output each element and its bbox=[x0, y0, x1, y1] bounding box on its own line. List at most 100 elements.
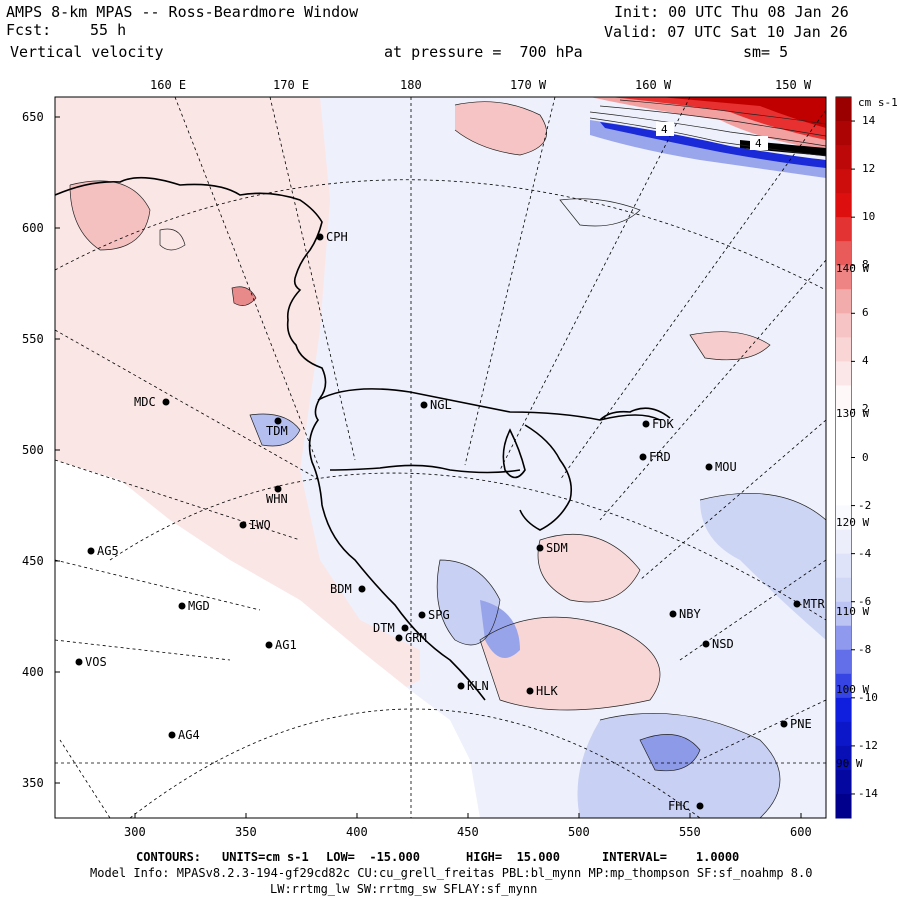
y-tick-400: 400 bbox=[22, 665, 44, 679]
station-label-fdk: FDK bbox=[652, 417, 674, 431]
station-dot-nsd bbox=[702, 640, 710, 648]
station-label-sdm: SDM bbox=[546, 541, 568, 555]
colorbar-bin bbox=[836, 241, 851, 266]
colorbar-tick-label: 2 bbox=[862, 402, 869, 416]
station-label-cph: CPH bbox=[326, 230, 348, 244]
contour-value-labels bbox=[656, 122, 768, 150]
colorbar-tick-label: -8 bbox=[858, 642, 872, 656]
station-dot-nby bbox=[669, 610, 677, 618]
colorbar-bin bbox=[836, 625, 851, 651]
station-label-kln: KLN bbox=[467, 679, 489, 693]
station-dot-hlk bbox=[526, 687, 534, 695]
station-label-mou: MOU bbox=[715, 460, 737, 474]
colorbar-bin bbox=[836, 217, 851, 242]
x-tick-500: 500 bbox=[568, 825, 590, 839]
footer-high: HIGH= 15.000 bbox=[466, 850, 560, 864]
station-label-mtr: MTR bbox=[803, 597, 825, 611]
station-label-spg: SPG bbox=[428, 608, 450, 622]
station-label-ag1: AG1 bbox=[275, 638, 297, 652]
y-tick-650: 650 bbox=[22, 110, 44, 124]
station-dot-iwo bbox=[239, 521, 247, 529]
station-label-vos: VOS bbox=[85, 655, 107, 669]
colorbar-tick-label: 10 bbox=[862, 210, 876, 224]
station-label-bdm: BDM bbox=[330, 582, 352, 596]
colorbar-tick-label: 0 bbox=[862, 450, 869, 464]
footer-model-info: Model Info: MPASv8.2.3-194-gf29cd82c CU:… bbox=[90, 866, 813, 880]
station-dot-cph bbox=[316, 233, 324, 241]
footer-contours-label: CONTOURS: bbox=[136, 850, 202, 864]
footer-low: LOW= -15.000 bbox=[326, 850, 420, 864]
contour-label: 4 bbox=[755, 137, 762, 150]
colorbar-bin bbox=[836, 577, 851, 603]
colorbar-bin bbox=[836, 553, 851, 579]
y-tick-550: 550 bbox=[22, 332, 44, 346]
station-dot-ag5 bbox=[87, 547, 95, 555]
colorbar-tick-label: 12 bbox=[862, 162, 876, 176]
lon-label-160e: 160 E bbox=[150, 78, 187, 92]
colorbar bbox=[835, 96, 855, 819]
station-dot-spg bbox=[418, 611, 426, 619]
colorbar-bin bbox=[836, 697, 851, 723]
colorbar-tick-label: 4 bbox=[862, 354, 869, 368]
footer-model-info-2: LW:rrtmg_lw SW:rrtmg_sw SFLAY:sf_mynn bbox=[270, 882, 538, 896]
station-dot-mdc bbox=[162, 398, 170, 406]
colorbar-bin bbox=[836, 265, 851, 290]
colorbar-bin bbox=[836, 385, 851, 410]
colorbar-bin bbox=[836, 457, 851, 483]
station-dot-fdk bbox=[642, 420, 650, 428]
colorbar-bin bbox=[836, 649, 851, 675]
colorbar-bin bbox=[836, 313, 851, 338]
x-tick-400: 400 bbox=[346, 825, 368, 839]
lon-label-180: 180 bbox=[400, 78, 422, 92]
colorbar-tick-label: -2 bbox=[858, 498, 872, 512]
colorbar-tick-label: -4 bbox=[858, 546, 872, 560]
colorbar-bin bbox=[836, 505, 851, 531]
y-tick-500: 500 bbox=[22, 443, 44, 457]
y-tick-600: 600 bbox=[22, 221, 44, 235]
x-tick-350: 350 bbox=[235, 825, 257, 839]
variable-name: Vertical velocity bbox=[10, 43, 164, 61]
colorbar-units: cm s-1 bbox=[858, 96, 898, 109]
x-tick-450: 450 bbox=[457, 825, 479, 839]
station-label-mgd: MGD bbox=[188, 599, 210, 613]
station-dot-tdm bbox=[274, 417, 282, 425]
colorbar-tick-label: 14 bbox=[862, 114, 876, 128]
pressure-level: at pressure = 700 hPa bbox=[384, 43, 583, 61]
station-dot-bdm bbox=[358, 585, 366, 593]
colorbar-tick-label: -14 bbox=[858, 786, 878, 800]
contour-lines bbox=[69, 99, 826, 818]
x-tick-600: 600 bbox=[790, 825, 812, 839]
colorbar-tick-label: -12 bbox=[858, 738, 878, 752]
station-dot-sdm bbox=[536, 544, 544, 552]
station-dot-vos bbox=[75, 658, 83, 666]
station-label-nsd: NSD bbox=[712, 637, 734, 651]
station-label-pne: PNE bbox=[790, 717, 812, 731]
colorbar-bin bbox=[836, 193, 851, 218]
vertical-velocity-field bbox=[55, 97, 826, 818]
lon-label-90w: 90 W bbox=[836, 757, 863, 770]
station-markers bbox=[75, 233, 801, 810]
station-label-ag5: AG5 bbox=[97, 544, 119, 558]
station-label-hlk: HLK bbox=[536, 684, 558, 698]
station-dot-ag4 bbox=[168, 731, 176, 739]
x-tick-300: 300 bbox=[124, 825, 146, 839]
station-label-iwo: IWO bbox=[249, 518, 271, 532]
footer-units: UNITS=cm s-1 bbox=[222, 850, 309, 864]
station-label-dtm: DTM bbox=[373, 621, 395, 635]
station-dot-mtr bbox=[793, 600, 801, 608]
station-label-ngl: NGL bbox=[430, 398, 452, 412]
lon-label-100w: 100 W bbox=[836, 683, 870, 696]
colorbar-bin bbox=[836, 337, 851, 362]
colorbar-bin bbox=[836, 793, 851, 819]
colorbar-bin bbox=[836, 289, 851, 314]
colorbar-tick-label: -6 bbox=[858, 594, 872, 608]
colorbar-bin bbox=[836, 481, 851, 507]
lon-label-110w: 110 W bbox=[836, 605, 870, 618]
station-label-tdm: TDM bbox=[266, 424, 288, 438]
colorbar-bin bbox=[836, 721, 851, 747]
colorbar-bin bbox=[836, 409, 851, 434]
colorbar-bin bbox=[836, 433, 851, 458]
colorbar-bin bbox=[836, 97, 851, 122]
colorbar-bin bbox=[836, 145, 851, 170]
